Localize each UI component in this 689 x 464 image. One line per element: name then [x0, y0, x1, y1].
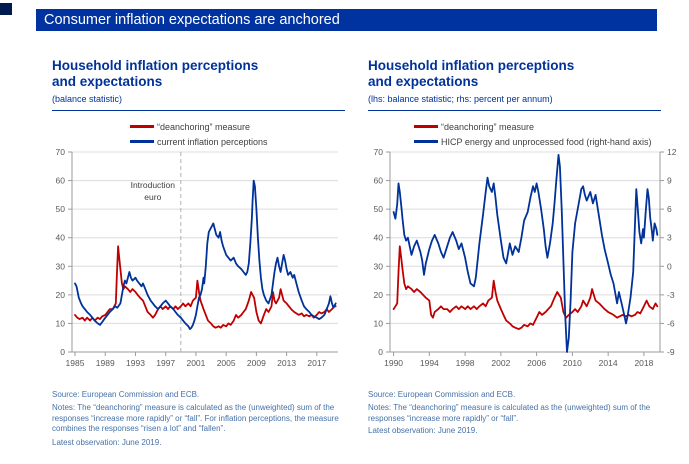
- panel-left-title-line1: Household inflation perceptions: [52, 58, 259, 73]
- svg-text:-3: -3: [667, 290, 675, 300]
- svg-text:1993: 1993: [126, 358, 145, 368]
- svg-text:40: 40: [56, 233, 66, 243]
- svg-text:0: 0: [378, 347, 383, 357]
- svg-text:12: 12: [667, 147, 677, 157]
- legend-item: current inflation perceptions: [52, 134, 345, 149]
- notes-text: Notes: The “deanchoring” measure is calc…: [368, 403, 651, 423]
- red-line-swatch: [414, 125, 438, 128]
- svg-text:2002: 2002: [491, 358, 510, 368]
- panel-right-title: Household inflation perceptions and expe…: [368, 58, 661, 90]
- svg-text:10: 10: [56, 318, 66, 328]
- svg-text:30: 30: [56, 261, 66, 271]
- legend-label: “deanchoring” measure: [157, 121, 251, 132]
- svg-text:-6: -6: [667, 318, 675, 328]
- blue-line-swatch: [414, 140, 438, 143]
- legend-item: HICP energy and unprocessed food (right-…: [368, 134, 661, 149]
- svg-text:1998: 1998: [456, 358, 475, 368]
- panel-left: Household inflation perceptions and expe…: [52, 58, 345, 458]
- svg-text:20: 20: [374, 290, 384, 300]
- svg-text:2014: 2014: [599, 358, 618, 368]
- panel-left-title-line2: and expectations: [52, 74, 163, 89]
- blue-line-swatch: [130, 140, 154, 143]
- legend-item: “deanchoring” measure: [52, 119, 345, 134]
- panel-right-divider: [368, 110, 661, 111]
- legend-label: current inflation perceptions: [157, 136, 268, 147]
- corner-accent-square: [0, 3, 12, 15]
- panel-left-divider: [52, 110, 345, 111]
- svg-text:1994: 1994: [420, 358, 439, 368]
- svg-text:2006: 2006: [527, 358, 546, 368]
- svg-text:0: 0: [667, 261, 672, 271]
- legend-label: HICP energy and unprocessed food (right-…: [441, 136, 652, 147]
- panel-left-subtitle: (balance statistic): [52, 94, 123, 104]
- legend-item: “deanchoring” measure: [368, 119, 661, 134]
- svg-text:2018: 2018: [634, 358, 653, 368]
- panel-right-subtitle: (lhs: balance statistic; rhs: percent pe…: [368, 94, 553, 104]
- svg-text:Introduction: Introduction: [131, 180, 176, 190]
- legend-label: “deanchoring” measure: [441, 121, 535, 132]
- source-text: Source: European Commission and ECB.: [52, 390, 200, 399]
- svg-text:1990: 1990: [384, 358, 403, 368]
- source-text: Source: European Commission and ECB.: [368, 390, 516, 399]
- svg-text:50: 50: [56, 204, 66, 214]
- svg-text:50: 50: [374, 204, 384, 214]
- header-bar: Consumer inflation expectations are anch…: [36, 9, 657, 31]
- panel-right-legend: “deanchoring” measure HICP energy and un…: [368, 119, 661, 149]
- svg-text:0: 0: [60, 347, 65, 357]
- svg-text:1985: 1985: [66, 358, 85, 368]
- svg-text:2010: 2010: [563, 358, 582, 368]
- panel-left-title: Household inflation perceptions and expe…: [52, 58, 345, 90]
- line-chart-perceptions-expectations: 0 10 20 30 40 50 60 70 1985 1989 1993 1997 2001 2005 2…: [56, 147, 338, 368]
- svg-text:60: 60: [374, 176, 384, 186]
- svg-text:70: 70: [374, 147, 384, 157]
- svg-text:40: 40: [374, 233, 384, 243]
- slide-title: Consumer inflation expectations are anch…: [44, 12, 340, 28]
- svg-text:1989: 1989: [96, 358, 115, 368]
- svg-text:2001: 2001: [186, 358, 205, 368]
- svg-text:2013: 2013: [277, 358, 296, 368]
- panel-right-title-line2: and expectations: [368, 74, 479, 89]
- line-chart-perceptions-hicp: 0 10 20 30 40 50 60 70 -9 -6 -3 0 3 6 9 12 1990 1994 1998 2…: [374, 147, 677, 368]
- svg-text:2009: 2009: [247, 358, 266, 368]
- svg-text:-9: -9: [667, 347, 675, 357]
- panel-left-legend: “deanchoring” measure current inflation …: [52, 119, 345, 149]
- panel-right-title-line1: Household inflation perceptions: [368, 58, 575, 73]
- latest-observation-text: Latest observation: June 2019.: [52, 438, 162, 447]
- svg-text:20: 20: [56, 290, 66, 300]
- latest-observation-text: Latest observation: June 2019.: [368, 426, 478, 435]
- svg-text:70: 70: [56, 147, 66, 157]
- svg-text:10: 10: [374, 318, 384, 328]
- svg-text:3: 3: [667, 233, 672, 243]
- red-line-swatch: [130, 125, 154, 128]
- svg-text:9: 9: [667, 176, 672, 186]
- svg-text:euro: euro: [144, 192, 161, 202]
- panel-right: Household inflation perceptions and expe…: [368, 58, 677, 458]
- notes-text: Notes: The “deanchoring” measure is calc…: [52, 403, 339, 433]
- svg-text:2017: 2017: [307, 358, 326, 368]
- svg-text:60: 60: [56, 176, 66, 186]
- svg-text:1997: 1997: [156, 358, 175, 368]
- svg-text:2005: 2005: [217, 358, 236, 368]
- svg-text:6: 6: [667, 204, 672, 214]
- svg-text:30: 30: [374, 261, 384, 271]
